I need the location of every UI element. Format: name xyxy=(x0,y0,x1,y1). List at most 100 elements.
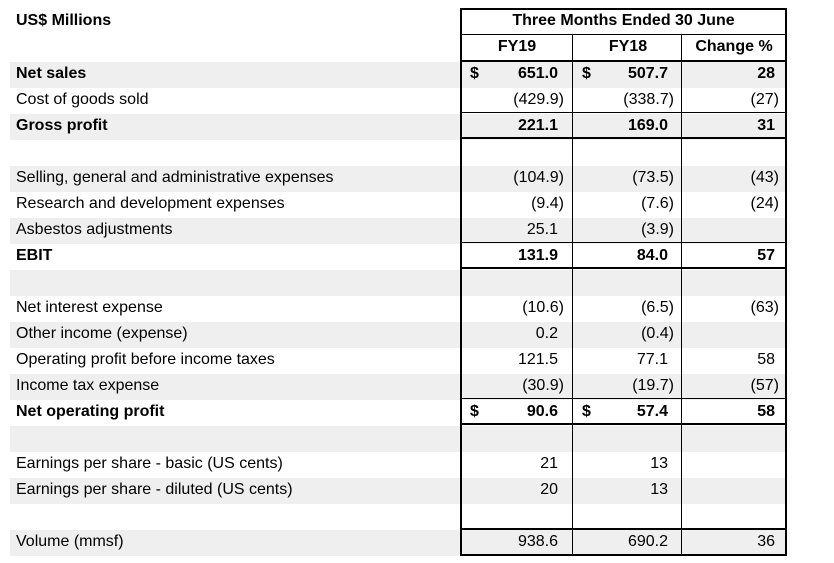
cell-fy18: (19.7) xyxy=(574,377,682,397)
period-header: Three Months Ended 30 June xyxy=(512,12,735,29)
cell-fy19: (429.9) xyxy=(462,91,572,111)
header-mid-border xyxy=(460,34,787,35)
cell-change: (43) xyxy=(683,169,785,189)
cell-fy18: (6.5) xyxy=(574,299,682,319)
header-top-border xyxy=(460,8,787,10)
row-label: Net interest expense xyxy=(16,299,163,316)
cell-value: (73.5) xyxy=(632,169,674,186)
cell-fy18: 690.2 xyxy=(574,533,682,553)
row-label: Earnings per share - basic (US cents) xyxy=(16,455,283,472)
row-label: Cost of goods sold xyxy=(16,91,149,108)
table-row: Income tax expense (30.9) (19.7) (57) xyxy=(10,374,785,400)
units-label: US$ Millions xyxy=(16,12,112,29)
cell-change: 36 xyxy=(683,533,785,553)
cell-fy18 xyxy=(574,507,682,527)
net-op-bottom-rule xyxy=(460,423,787,425)
ebit-bottom-rule xyxy=(460,267,787,269)
cell-change: (27) xyxy=(683,91,785,111)
ebit-top-rule xyxy=(460,242,787,243)
table-bottom-border xyxy=(460,554,787,556)
row-label: Earnings per share - diluted (US cents) xyxy=(16,481,293,498)
cell-fy18: 84.0 xyxy=(574,247,682,267)
cell-value: (3.9) xyxy=(641,221,674,238)
table-right-border xyxy=(785,8,787,556)
cell-fy18 xyxy=(574,273,682,293)
cell-fy19 xyxy=(462,143,572,163)
cell-change xyxy=(683,221,785,241)
currency-symbol: $ xyxy=(582,403,591,420)
table-row: Volume (mmsf) 938.6 690.2 36 xyxy=(10,530,785,556)
cell-value: (19.7) xyxy=(632,377,674,394)
cell-fy19: 0.2 xyxy=(462,325,572,345)
cell-fy19 xyxy=(462,507,572,527)
row-label: Selling, general and administrative expe… xyxy=(16,169,334,186)
cell-value: 25.1 xyxy=(526,221,558,238)
col-header-fy19: FY19 xyxy=(497,38,537,55)
row-label: Income tax expense xyxy=(16,377,160,394)
row-label: Research and development expenses xyxy=(16,195,285,212)
table-row: Gross profit 221.1 169.0 31 xyxy=(10,114,785,140)
cell-fy18: (3.9) xyxy=(574,221,682,241)
cell-change xyxy=(683,325,785,345)
cell-fy19 xyxy=(462,429,572,449)
cell-change: (63) xyxy=(683,299,785,319)
cell-fy18: 169.0 xyxy=(574,117,682,137)
cell-value: 0.2 xyxy=(535,325,558,342)
cell-change xyxy=(683,455,785,475)
table-row: Other income (expense) 0.2 (0.4) xyxy=(10,322,785,348)
cell-fy18: $57.4 xyxy=(574,403,682,423)
cell-change xyxy=(683,481,785,501)
cell-fy19: (104.9) xyxy=(462,169,572,189)
cell-change xyxy=(683,143,785,163)
cell-value: 131.9 xyxy=(517,247,558,264)
table-row: Earnings per share - basic (US cents) 21 1… xyxy=(10,452,785,478)
cell-fy18: 13 xyxy=(574,455,682,475)
currency-symbol: $ xyxy=(470,65,479,82)
cell-value: 169.0 xyxy=(627,117,668,134)
table-row: EBIT 131.9 84.0 57 xyxy=(10,244,785,270)
row-label: Asbestos adjustments xyxy=(16,221,173,238)
cell-value: (104.9) xyxy=(513,169,564,186)
cell-fy18: $507.7 xyxy=(574,65,682,85)
cell-fy19: 938.6 xyxy=(462,533,572,553)
col-header-change: Change % xyxy=(695,38,773,55)
cell-fy19: (10.6) xyxy=(462,299,572,319)
table-row xyxy=(10,504,785,530)
table-row xyxy=(10,140,785,166)
table-row: Net interest expense (10.6) (6.5) (63) xyxy=(10,296,785,322)
cell-change: (57) xyxy=(683,377,785,397)
table-row: Research and development expenses (9.4) (7… xyxy=(10,192,785,218)
header-bottom-border xyxy=(460,60,787,62)
cell-value: 21 xyxy=(540,455,558,472)
cell-value: (57) xyxy=(750,377,779,394)
cell-fy19: $651.0 xyxy=(462,65,572,85)
cell-fy19: 131.9 xyxy=(462,247,572,267)
table-row: Earnings per share - diluted (US cents) 2… xyxy=(10,478,785,504)
cell-change: 28 xyxy=(683,65,785,85)
row-label: EBIT xyxy=(16,247,53,264)
table-left-border xyxy=(460,8,462,556)
table-row: Net operating profit $90.6 $57.4 58 xyxy=(10,400,785,426)
cell-fy19: 221.1 xyxy=(462,117,572,137)
cell-fy18: (73.5) xyxy=(574,169,682,189)
table-row: Asbestos adjustments 25.1 (3.9) xyxy=(10,218,785,244)
cell-fy18 xyxy=(574,143,682,163)
cell-fy19: 121.5 xyxy=(462,351,572,371)
cell-value: (9.4) xyxy=(531,195,564,212)
cell-value: 13 xyxy=(650,455,668,472)
table-row: Operating profit before income taxes 121.… xyxy=(10,348,785,374)
cell-fy19: $90.6 xyxy=(462,403,572,423)
cell-value: 36 xyxy=(757,533,775,550)
cell-change xyxy=(683,429,785,449)
cell-fy18: 77.1 xyxy=(574,351,682,371)
cell-value: 28 xyxy=(757,65,775,82)
col-header-fy18: FY18 xyxy=(608,38,648,55)
cell-value: (24) xyxy=(750,195,779,212)
cell-fy19: (30.9) xyxy=(462,377,572,397)
row-label: Gross profit xyxy=(16,117,108,134)
table-row xyxy=(10,426,785,452)
cell-fy19: 20 xyxy=(462,481,572,501)
cell-fy18 xyxy=(574,429,682,449)
net-op-top-rule xyxy=(460,398,787,399)
cell-value: 57.4 xyxy=(636,403,668,420)
